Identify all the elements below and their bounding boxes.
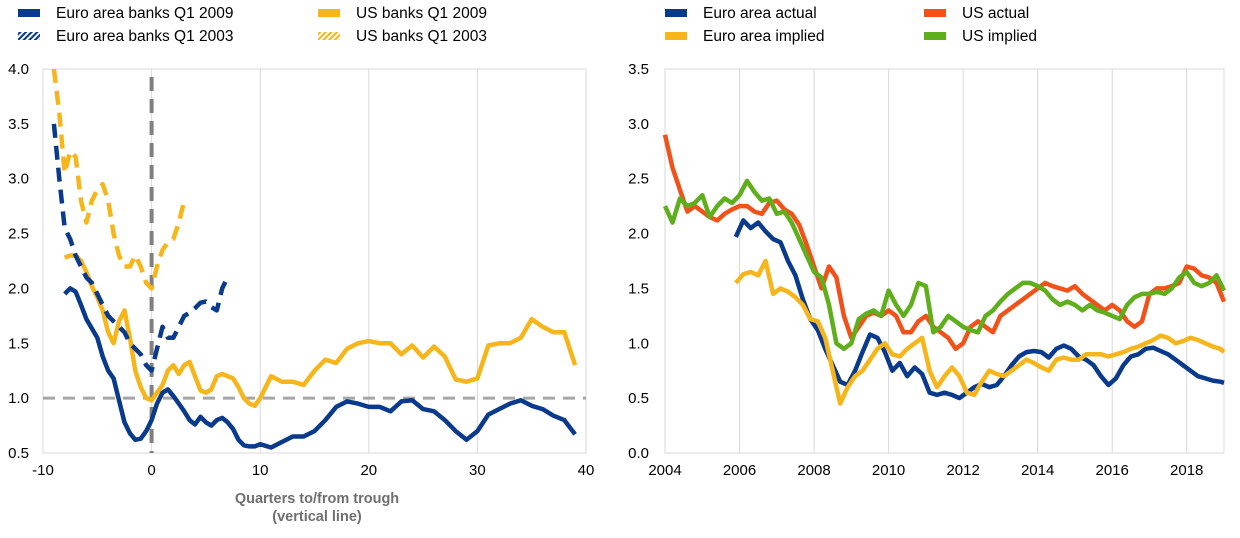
y-tick-label: 3.5 — [628, 61, 649, 78]
legend-swatch-us-banks-q1-2009 — [318, 9, 340, 17]
series-line-us-actual — [662, 134, 1227, 352]
x-tick-label: 0 — [147, 462, 155, 479]
y-tick-label: 1.5 — [628, 280, 649, 297]
y-tick-label: 1.0 — [8, 390, 29, 407]
series-line-euro-area-banks-q1-2003 — [51, 123, 230, 373]
legend-label: US actual — [962, 5, 1029, 22]
legend-label: US implied — [962, 28, 1037, 45]
x-tick-label: 2016 — [1096, 462, 1129, 479]
x-tick-label: 10 — [252, 462, 269, 479]
y-tick-label: 4.0 — [8, 61, 29, 78]
plot-area — [664, 68, 1225, 454]
y-tick-label: 2.0 — [8, 280, 29, 297]
y-tick-label: 1.5 — [8, 335, 29, 352]
legend-swatch-us-implied — [924, 32, 946, 40]
x-tick-label: 2012 — [946, 462, 979, 479]
series-line-euro-area-implied — [734, 258, 1226, 406]
y-tick-label: 2.5 — [628, 171, 649, 188]
legend-label: Euro area actual — [703, 5, 817, 22]
x-tick-label: 2010 — [872, 462, 905, 479]
x-tick-label: 2014 — [1021, 462, 1054, 479]
y-tick-label: 0.5 — [628, 390, 649, 407]
y-tick-label: 2.5 — [8, 226, 29, 243]
x-tick-label: 40 — [578, 462, 595, 479]
legend-label: US banks Q1 2009 — [356, 5, 487, 22]
legend-swatch-us-banks-q1-2003 — [318, 32, 340, 40]
x-tick-label: 2008 — [797, 462, 830, 479]
x-tick-label: 2018 — [1170, 462, 1203, 479]
y-tick-label: 3.0 — [8, 171, 29, 188]
plot-area — [42, 68, 587, 454]
legend-label: Euro area banks Q1 2009 — [56, 5, 234, 22]
legend-swatch-euro-area-banks-q1-2009 — [18, 9, 40, 17]
left-x-axis-title: Quarters to/from trough (vertical line) — [235, 491, 399, 525]
series-line-us-implied — [662, 178, 1227, 352]
series-line-euro-area-banks-q1-2009 — [63, 286, 577, 450]
left-panel: -10 0 10 20 30 40 0.5 1.0 1.5 2.0 2.5 3.0 3.5 4.0 Euro… — [8, 5, 594, 479]
x-tick-label: 2004 — [648, 462, 681, 479]
legend-label: Euro area implied — [703, 28, 824, 45]
y-tick-label: 0.0 — [628, 445, 649, 462]
legend-swatch-euro-area-implied — [665, 32, 687, 40]
legend-swatch-us-actual — [924, 9, 946, 17]
x-tick-label: 30 — [469, 462, 486, 479]
legend-label: US banks Q1 2003 — [356, 28, 487, 45]
x-tick-label: 2006 — [723, 462, 756, 479]
legend-swatch-euro-area-banks-q1-2003 — [18, 32, 40, 40]
right-panel: 2004 2006 2008 2010 2012 2014 2016 2018 0.0 0.5 1.… — [628, 5, 1227, 479]
y-tick-label: 3.5 — [8, 116, 29, 133]
y-tick-label: 3.0 — [628, 116, 649, 133]
series-line-us-banks-q1-2009 — [63, 253, 578, 409]
x-tick-label: 20 — [360, 462, 377, 479]
legend-swatch-euro-area-actual — [665, 9, 687, 17]
y-tick-label: 0.5 — [8, 445, 29, 462]
legend-label: Euro area banks Q1 2003 — [56, 28, 234, 45]
series-line-us-banks-q1-2003 — [51, 68, 187, 291]
y-tick-label: 1.0 — [628, 335, 649, 352]
y-tick-label: 2.0 — [628, 226, 649, 243]
x-tick-label: -10 — [32, 462, 54, 479]
